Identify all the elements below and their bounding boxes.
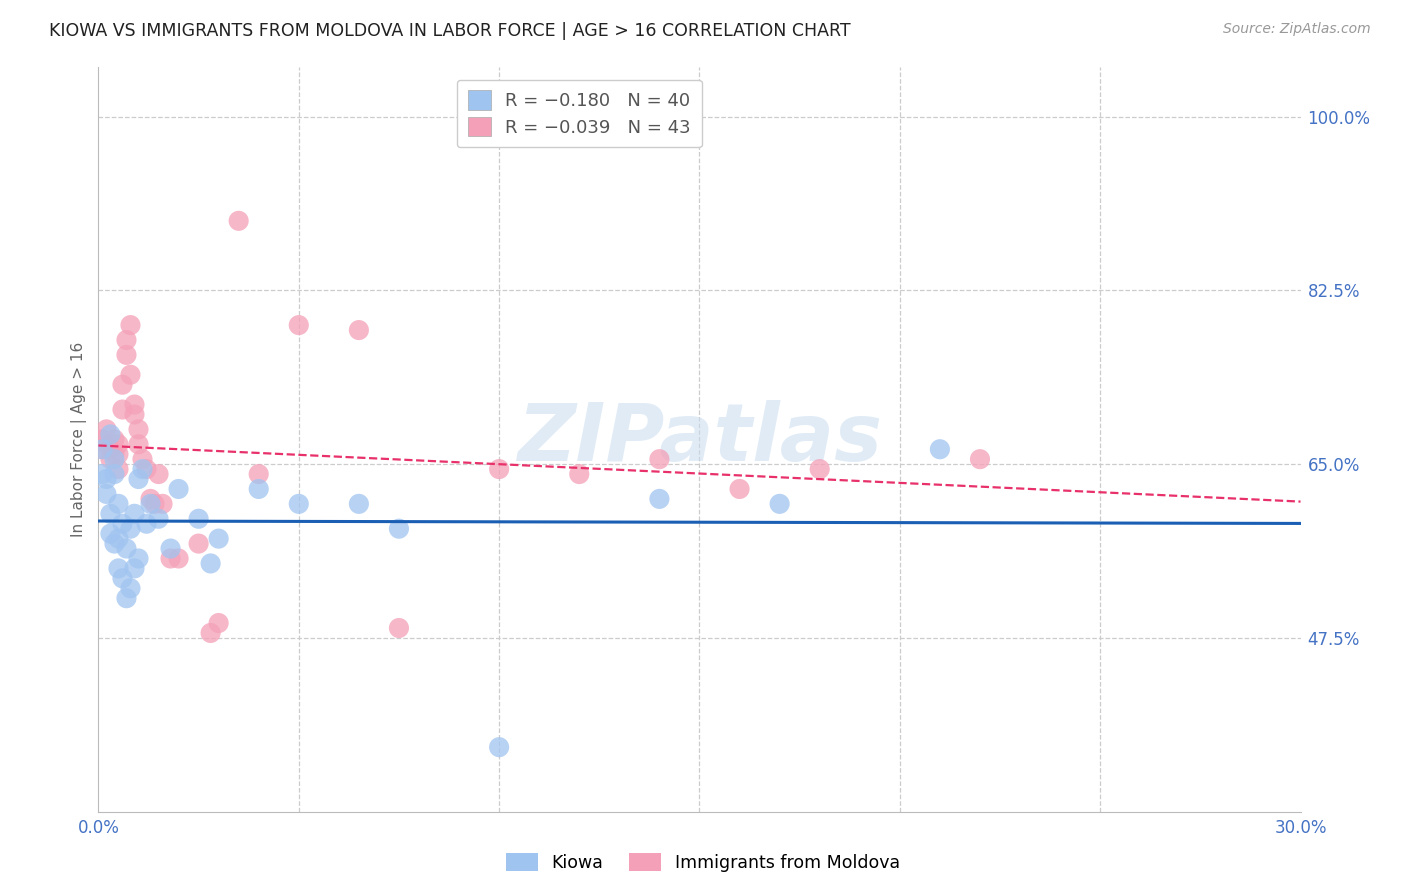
Point [103, 447, 125, 461]
Point [107, 497, 129, 511]
Point [128, 437, 150, 451]
Point [100, 526, 122, 541]
Point [124, 507, 146, 521]
Point [143, 497, 166, 511]
Point [107, 437, 129, 451]
Point [120, 318, 142, 332]
Point [103, 452, 125, 467]
Point [247, 482, 270, 496]
Point [159, 551, 181, 566]
Point [107, 561, 129, 575]
Point [148, 512, 170, 526]
Point [135, 516, 157, 531]
Point [488, 462, 510, 476]
Text: KIOWA VS IMMIGRANTS FROM MOLDOVA IN LABOR FORCE | AGE > 16 CORRELATION CHART: KIOWA VS IMMIGRANTS FROM MOLDOVA IN LABO… [49, 22, 851, 40]
Point [208, 615, 231, 630]
Point [103, 536, 125, 550]
Point [100, 442, 122, 457]
Point [115, 333, 138, 347]
Point [969, 452, 991, 467]
Point [228, 214, 250, 228]
Point [208, 532, 231, 546]
Legend: Kiowa, Immigrants from Moldova: Kiowa, Immigrants from Moldova [499, 847, 907, 879]
Point [131, 462, 153, 476]
Point [128, 551, 150, 566]
Legend: R = −0.180   N = 40, R = −0.039   N = 43: R = −0.180 N = 40, R = −0.039 N = 43 [457, 79, 702, 147]
Point [103, 467, 125, 481]
Point [91, 467, 114, 481]
Point [200, 626, 222, 640]
Point [100, 427, 122, 442]
Point [124, 561, 146, 575]
Point [96, 487, 118, 501]
Point [167, 551, 190, 566]
Point [120, 522, 142, 536]
Point [96, 472, 118, 486]
Point [568, 467, 591, 481]
Point [100, 507, 122, 521]
Point [103, 432, 125, 446]
Point [96, 422, 118, 436]
Point [128, 472, 150, 486]
Point [388, 621, 411, 635]
Text: Source: ZipAtlas.com: Source: ZipAtlas.com [1223, 22, 1371, 37]
Point [124, 398, 146, 412]
Point [91, 442, 114, 457]
Point [107, 532, 129, 546]
Point [111, 571, 134, 585]
Point [120, 368, 142, 382]
Point [111, 516, 134, 531]
Point [115, 541, 138, 556]
Point [808, 462, 831, 476]
Point [135, 462, 157, 476]
Point [91, 432, 114, 446]
Point [111, 377, 134, 392]
Point [347, 323, 370, 337]
Point [187, 536, 209, 550]
Point [728, 482, 751, 496]
Point [288, 497, 311, 511]
Point [115, 591, 138, 606]
Point [167, 482, 190, 496]
Point [111, 402, 134, 417]
Point [388, 522, 411, 536]
Point [768, 497, 790, 511]
Point [107, 447, 129, 461]
Point [159, 541, 181, 556]
Point [124, 408, 146, 422]
Y-axis label: In Labor Force | Age > 16: In Labor Force | Age > 16 [72, 342, 87, 537]
Point [648, 491, 671, 506]
Point [91, 442, 114, 457]
Point [131, 452, 153, 467]
Point [200, 557, 222, 571]
Point [120, 581, 142, 595]
Point [187, 512, 209, 526]
Point [100, 452, 122, 467]
Point [139, 497, 162, 511]
Point [347, 497, 370, 511]
Point [488, 740, 510, 755]
Point [152, 497, 174, 511]
Point [288, 318, 311, 332]
Point [96, 437, 118, 451]
Point [107, 462, 129, 476]
Point [115, 348, 138, 362]
Point [247, 467, 270, 481]
Text: ZIPatlas: ZIPatlas [517, 401, 882, 478]
Point [128, 422, 150, 436]
Point [929, 442, 952, 457]
Point [648, 452, 671, 467]
Point [148, 467, 170, 481]
Point [139, 491, 162, 506]
